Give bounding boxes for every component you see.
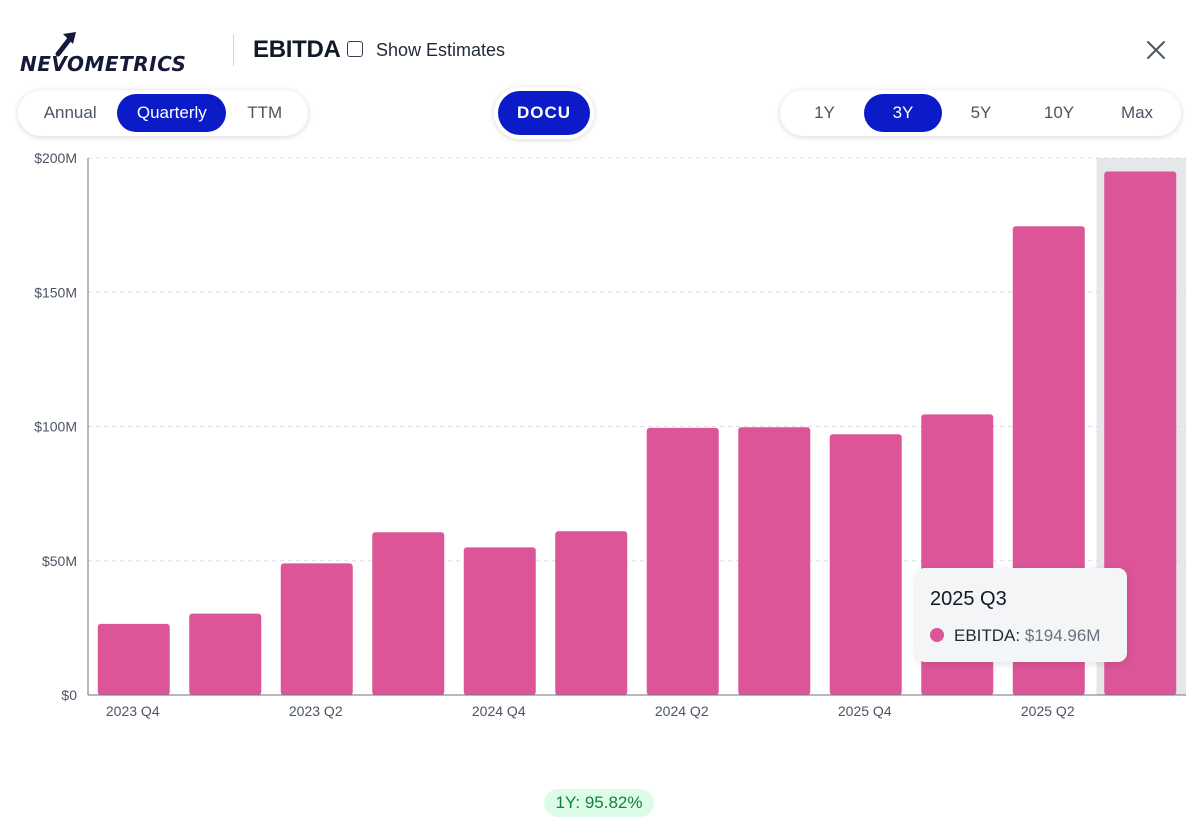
- bar-2024-q4: [463, 547, 536, 695]
- brand-name: NEVOMETRICS: [20, 52, 187, 76]
- tooltip-label: EBITDA:: [954, 626, 1021, 645]
- page-title: EBITDA: [253, 36, 341, 63]
- ticker-button[interactable]: DOCU: [498, 91, 590, 135]
- chart-tooltip: 2025 Q3 EBITDA: $194.96M: [916, 568, 1127, 662]
- change-badge: 1Y: 95.82%: [544, 789, 654, 817]
- bar-2023-q3: [372, 532, 445, 695]
- bar-2023-q2: [280, 563, 353, 695]
- x-tick-label: 2024 Q4: [472, 703, 526, 719]
- range-10y[interactable]: 10Y: [1043, 103, 1075, 122]
- range-max[interactable]: Max: [1120, 103, 1154, 122]
- x-tick-label: 2024 Q2: [655, 703, 709, 719]
- bar-2024-q1: [555, 531, 628, 695]
- nevometrics-logo: [55, 32, 76, 57]
- show-estimates-label[interactable]: Show Estimates: [376, 40, 506, 60]
- range-3y[interactable]: 3Y: [864, 94, 942, 132]
- x-tick-label: 2025 Q2: [1021, 703, 1075, 719]
- show-estimates-checkbox[interactable]: [347, 41, 363, 57]
- bar-2024-q3: [738, 427, 811, 695]
- tab-ttm[interactable]: TTM: [247, 103, 283, 122]
- bar-2025-q3: [1104, 171, 1177, 695]
- period-selector: Annual Quarterly TTM: [18, 90, 308, 136]
- y-tick-label: $100M: [34, 419, 77, 435]
- range-selector: 1Y 3Y 5Y 10Y Max: [780, 90, 1181, 136]
- ticker-selector: DOCU: [494, 87, 594, 139]
- x-tick-label: 2023 Q2: [289, 703, 343, 719]
- header-divider: [233, 34, 234, 66]
- tooltip-value: $194.96M: [1024, 626, 1101, 645]
- tab-quarterly[interactable]: Quarterly: [117, 94, 227, 132]
- range-1y[interactable]: 1Y: [814, 103, 835, 122]
- tooltip-title: 2025 Q3: [930, 588, 1007, 610]
- tooltip-series-dot: [930, 628, 944, 642]
- bar-2023-q1: [189, 613, 262, 695]
- x-tick-label: 2023 Q4: [106, 703, 160, 719]
- bar-2023-q4: [97, 623, 170, 695]
- y-tick-label: $0: [61, 687, 77, 703]
- x-tick-label: 2025 Q4: [838, 703, 892, 719]
- y-tick-label: $150M: [34, 284, 77, 300]
- y-tick-label: $200M: [34, 150, 77, 166]
- bar-2025-q4: [829, 434, 902, 695]
- y-tick-label: $50M: [42, 553, 77, 569]
- bar-2024-q2: [646, 427, 719, 695]
- range-5y[interactable]: 5Y: [970, 103, 992, 122]
- tooltip-series: EBITDA: $194.96M: [954, 626, 1100, 646]
- close-icon[interactable]: [1144, 38, 1168, 62]
- tab-annual[interactable]: Annual: [43, 103, 97, 122]
